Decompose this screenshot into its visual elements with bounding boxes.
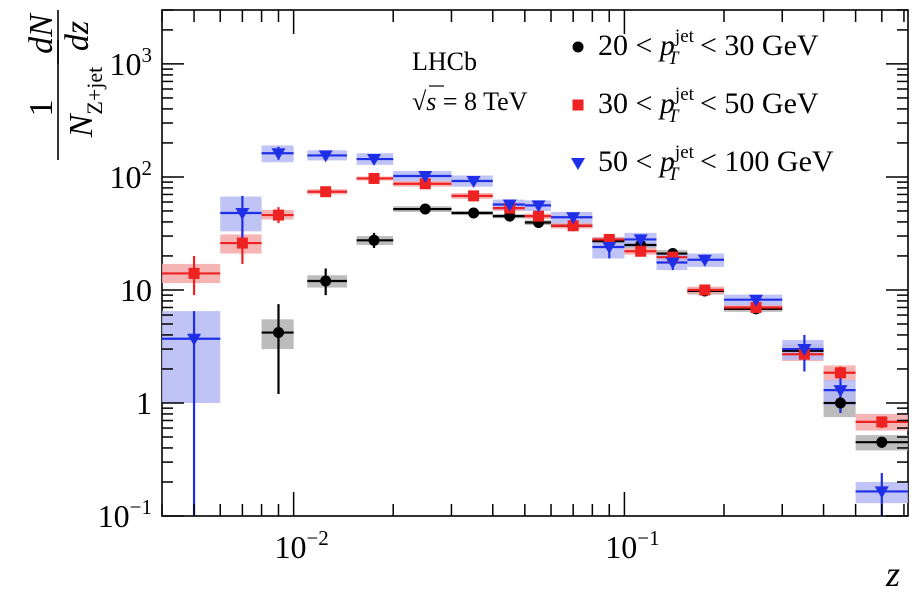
axis-ticks: [161, 9, 908, 517]
data-point-series-3: [367, 154, 382, 167]
y-label-frac2-numerator: dN: [23, 12, 60, 54]
data-point-series-2: [667, 251, 679, 263]
energy-sqrt-s: √s: [412, 87, 436, 116]
uncertainty-bands: [162, 145, 908, 504]
data-point-series-3: [874, 486, 889, 499]
y-label-frac1-denominator: NZ+jet: [63, 67, 107, 139]
data-point-series-2: [533, 210, 545, 222]
data-point-series-2: [635, 245, 647, 257]
legend-label-series-3: 50 < pjet T < 100 GeV: [598, 142, 834, 185]
data-markers: [187, 148, 889, 499]
data-point-series-3: [418, 170, 433, 183]
legend-marker-series-2: [572, 99, 584, 111]
y-axis-label: 1 NZ+jet dN dz: [23, 10, 107, 160]
y-tick-label: 10: [120, 272, 152, 308]
data-point-series-2: [272, 209, 284, 221]
data-point-series-3: [833, 385, 848, 398]
legend-label-series-1: 20 < pjet T < 30 GeV: [598, 26, 819, 69]
data-point-series-2: [419, 178, 431, 190]
energy-value: = 8 TeV: [436, 87, 527, 116]
x-tick-label: 10−2: [274, 526, 328, 565]
data-point-series-2: [750, 301, 762, 313]
x-tick-label: 10−1: [605, 526, 659, 565]
data-point-series-3: [749, 294, 764, 307]
data-point-series-2: [236, 237, 248, 249]
x-axis-label: z: [885, 554, 900, 594]
legend: 20 < pjet T < 30 GeV 30 < pjet T < 50 GeV 50…: [571, 26, 834, 185]
data-point-series-2: [188, 267, 200, 279]
data-point-series-2: [468, 190, 480, 202]
experiment-label: LHCb: [412, 47, 477, 76]
y-label-frac2-denominator: dz: [59, 21, 96, 51]
plot-frame: [161, 9, 909, 517]
data-point-series-2: [320, 186, 332, 198]
data-point-series-2: [834, 367, 846, 379]
data-point-series-3: [235, 207, 250, 220]
data-point-series-2: [567, 220, 579, 232]
y-tick-label: 10−1: [98, 495, 152, 534]
legend-label-series-2: 30 < pjet T < 50 GeV: [598, 84, 819, 127]
y-tick-label: 1: [136, 385, 152, 421]
data-point-series-1: [368, 234, 380, 246]
syst-band-series-3: [162, 311, 221, 403]
y-tick-label: 103: [110, 43, 153, 82]
legend-marker-series-3: [571, 158, 585, 170]
data-point-series-3: [633, 234, 648, 247]
data-point-series-3: [797, 344, 812, 357]
data-point-series-1: [468, 207, 480, 219]
data-point-series-3: [187, 333, 202, 346]
data-point-series-3: [466, 176, 481, 189]
data-point-series-3: [602, 241, 617, 254]
data-point-series-2: [603, 233, 615, 245]
data-point-series-2: [699, 284, 711, 296]
energy-label: √s = 8 TeV: [412, 85, 528, 116]
data-point-series-3: [531, 200, 546, 213]
data-point-series-3: [502, 199, 517, 212]
data-point-series-3: [697, 254, 712, 267]
y-tick-label: 102: [110, 156, 153, 195]
data-point-series-2: [876, 416, 888, 428]
data-point-series-1: [320, 275, 332, 287]
data-point-series-1: [419, 203, 431, 215]
data-point-series-3: [318, 150, 333, 163]
legend-marker-series-1: [572, 41, 584, 53]
y-label-frac1-numerator: 1: [23, 100, 60, 117]
data-point-series-2: [368, 172, 380, 184]
svg-text:√s = 8 TeV: √s = 8 TeV: [412, 87, 528, 116]
data-point-series-1: [876, 436, 888, 448]
data-point-series-1: [272, 327, 284, 339]
data-point-series-3: [271, 148, 286, 161]
data-point-series-3: [566, 212, 581, 225]
data-point-series-3: [665, 257, 680, 270]
data-point-series-1: [834, 397, 846, 409]
axis-tick-labels: 10−1 1 10 102 103 10−2 10−1: [98, 43, 660, 565]
